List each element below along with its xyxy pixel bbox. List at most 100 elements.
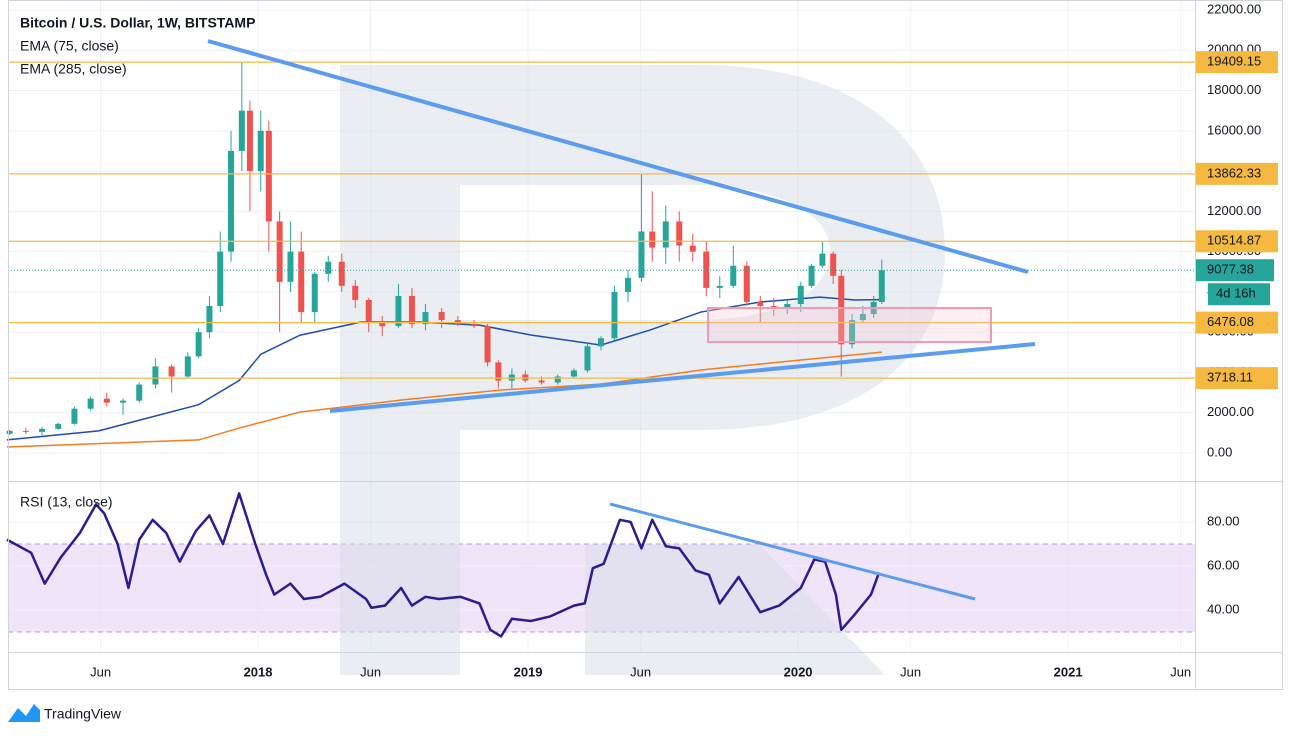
level-label: 10514.87 [1207,233,1261,248]
level-label-box [1196,311,1278,334]
frame-border [8,0,1283,690]
candle-body [471,324,478,327]
candle-body [649,231,656,248]
candle-body [246,110,253,172]
candle-body [408,295,415,325]
level-label: 13862.33 [1207,165,1261,180]
level-label-box [1196,162,1278,185]
x-tick-label: 2018 [244,664,273,679]
last-price-box [1196,259,1274,282]
candle-body [703,251,710,288]
candle-body [859,314,866,321]
level-label-box [1196,51,1278,74]
x-tick-label: 2020 [784,664,813,679]
frame [8,0,1283,690]
y-tick-label: 80.00 [1207,513,1240,528]
candle-body [716,285,723,288]
y-tick-label: 60.00 [1207,557,1240,572]
candle-body [379,322,386,327]
candle-body [365,299,372,323]
candle-body [611,291,618,339]
candle-body [878,270,885,302]
pane-title: RSI (13, close) [20,494,113,510]
y-tick-label: 22000.00 [1207,1,1261,16]
candle-body [238,110,245,151]
level-label: 19409.15 [1207,54,1261,69]
candle-body [311,273,318,313]
rsi-line [6,492,881,638]
x-tick-label: 2019 [514,664,543,679]
legend-entry: EMA (75, close) [20,38,119,54]
candle-body [522,374,529,381]
candle-body [184,356,191,377]
last-price-label: 9077.38 [1207,262,1254,277]
candle-body [484,326,491,363]
candle-body [71,408,78,424]
candle-body [395,295,402,327]
legend-entry: EMA (285, close) [20,61,127,77]
x-tick-label: 2021 [1054,664,1083,679]
candle-body [730,265,737,286]
level-label: 6476.08 [1207,314,1254,329]
candle-body [438,312,445,321]
axes: Jun 2018 Jun 2019 Jun 2020 Jun 2021 Jun 0.00 2000.… [90,1,1278,679]
candle-body [228,150,235,252]
candle-body [287,251,294,282]
candle-body [689,245,696,252]
candle-body [120,400,127,403]
x-tick-label: Jun [630,664,651,679]
candle-body [743,265,750,302]
candle-body [624,277,631,292]
x-tick-label: Jun [360,664,381,679]
candle-body [103,398,110,403]
candle-body [638,231,645,278]
candle-body [538,380,545,383]
logo-icon [8,704,40,722]
countdown-box [1208,283,1270,306]
trend-line [207,39,1029,274]
trend-line [609,502,976,601]
candle-body [849,320,856,345]
candle-body [830,253,837,276]
y-tick-label: 2000.00 [1207,404,1254,419]
candle-body [584,346,591,371]
countdown-label: 4d 16h [1216,286,1256,301]
brand-name: TradingView [44,706,122,722]
candle-body [554,376,561,383]
candle-body [570,370,577,377]
candle-body [838,275,845,345]
candle-body [676,221,683,246]
trend-line [329,342,1036,413]
candle-body [784,303,791,309]
candle-body [338,261,345,286]
candle-body [257,130,264,172]
y-tick-label: 12000.00 [1207,203,1261,218]
candle-body [597,338,604,347]
candle-body [352,285,359,300]
chart-title: Bitcoin / U.S. Dollar, 1W, BITSTAMP [20,15,255,31]
candle-body [217,251,224,307]
y-tick-label: 0.00 [1207,444,1232,459]
candle-body [195,332,202,357]
candle-body [168,366,175,377]
candle-body [136,384,143,401]
candle-body [55,423,62,429]
level-label-box [1196,230,1278,253]
candle-body [819,253,826,266]
watermark-leg [585,545,885,675]
plot-area [6,61,1195,638]
zone-box [707,307,992,343]
candle-body [797,285,804,304]
brand-logo [8,704,40,722]
y-tick-label: 18000.00 [1207,82,1261,97]
candle-body [298,251,305,313]
x-tick-label: Jun [90,664,111,679]
candle-body [757,301,764,307]
y-tick-label: 40.00 [1207,601,1240,616]
x-tick-label: Jun [900,664,921,679]
watermark [340,65,945,675]
candle-body [508,374,515,381]
ema-line [6,296,882,441]
candle-body [22,430,29,432]
